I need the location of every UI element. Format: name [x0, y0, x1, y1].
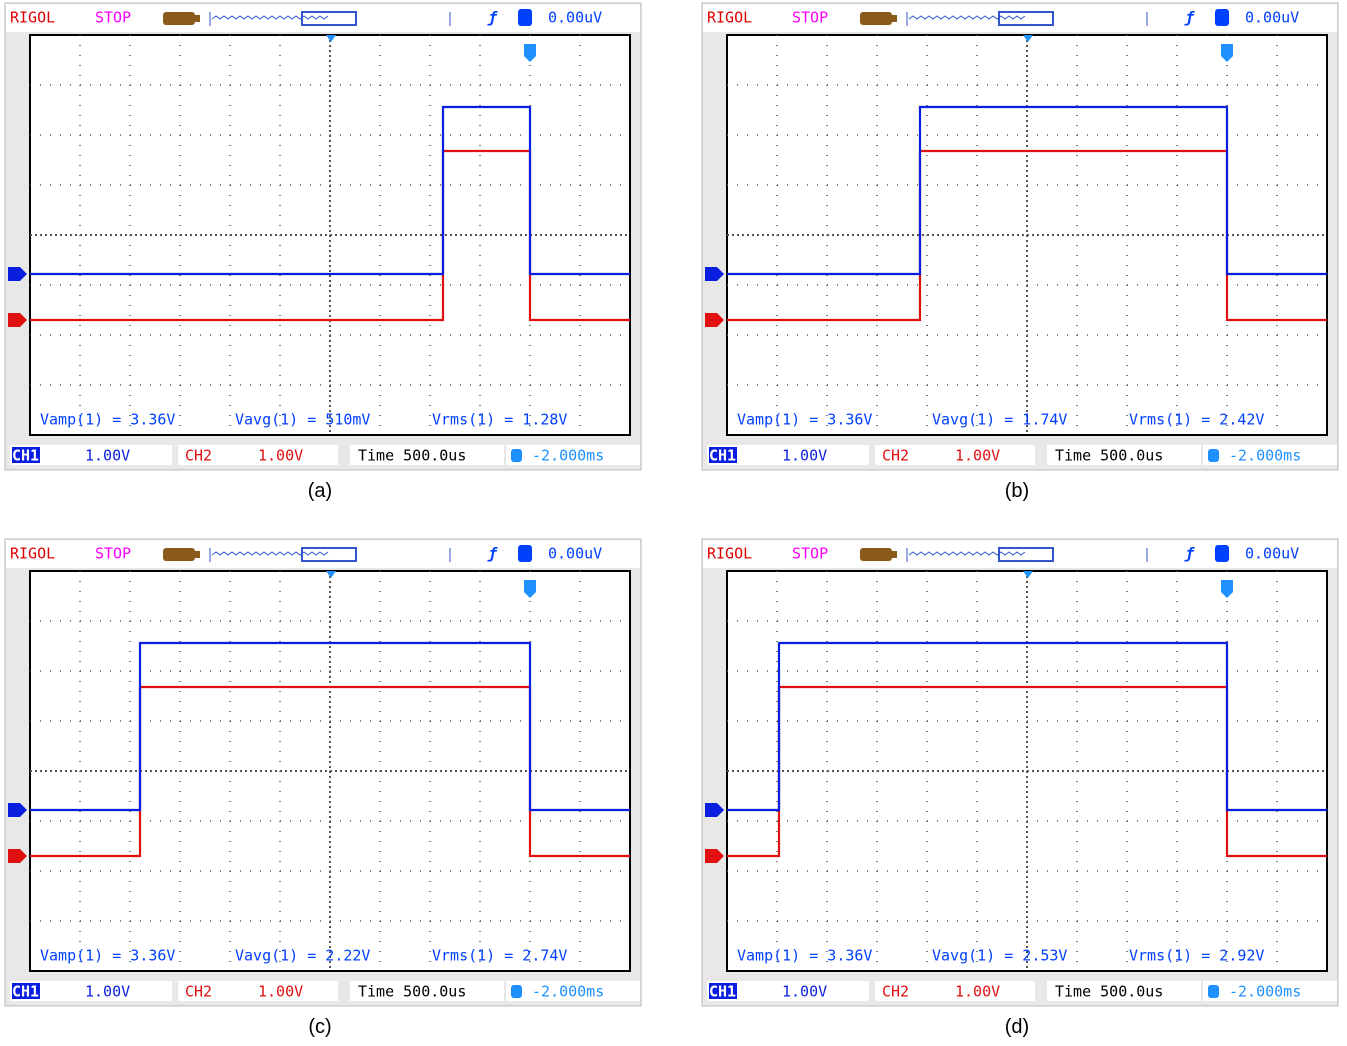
- offset-icon: [1208, 985, 1219, 998]
- trigger-source: [518, 545, 532, 562]
- measurement: Vavg(1) = 510mV: [235, 411, 370, 429]
- timebase: Time 500.0us: [1055, 447, 1163, 465]
- ch1-scale: 1.00V: [85, 447, 130, 465]
- ch1-label: CH1: [12, 983, 39, 1001]
- offset-icon: [511, 985, 522, 998]
- battery-icon: [163, 548, 195, 561]
- ch1-scale: 1.00V: [782, 983, 827, 1001]
- measurement: Vrms(1) = 2.42V: [1129, 411, 1264, 429]
- status: STOP: [792, 545, 828, 563]
- battery-tip: [892, 15, 897, 22]
- scope-screen: RIGOL STOP ƒ 0.00uV Vamp(1) = 3.36V Vavg(1) =…: [697, 0, 1342, 472]
- trigger-edge: ƒ: [487, 9, 498, 27]
- ch1-label: CH1: [12, 447, 39, 465]
- status: STOP: [95, 9, 131, 27]
- trigger-level: 0.00uV: [548, 9, 602, 27]
- offset: -2.000ms: [1229, 447, 1301, 465]
- status: STOP: [95, 545, 131, 563]
- caption: (a): [0, 480, 640, 503]
- caption: (b): [697, 480, 1337, 503]
- brand: RIGOL: [10, 545, 55, 563]
- battery-tip: [195, 551, 200, 558]
- figure: RIGOL STOP ƒ 0.00uV Vamp(1) = 3.36V Vavg(1) =…: [0, 0, 1347, 1046]
- measurement: Vrms(1) = 2.92V: [1129, 947, 1264, 965]
- timebase: Time 500.0us: [358, 983, 466, 1001]
- measurement: Vavg(1) = 2.53V: [932, 947, 1067, 965]
- caption: (d): [697, 1016, 1337, 1039]
- offset: -2.000ms: [1229, 983, 1301, 1001]
- battery-tip: [892, 551, 897, 558]
- offset-icon: [511, 449, 522, 462]
- measurement: Vamp(1) = 3.36V: [40, 947, 175, 965]
- trigger-source: [518, 9, 532, 26]
- ch1-scale: 1.00V: [85, 983, 130, 1001]
- trigger-source: [1215, 9, 1229, 26]
- ch2-scale: 1.00V: [258, 447, 303, 465]
- trigger-edge: ƒ: [1184, 9, 1195, 27]
- trigger-level: 0.00uV: [1245, 9, 1299, 27]
- trigger-level: 0.00uV: [1245, 545, 1299, 563]
- ch1-label: CH1: [709, 447, 736, 465]
- trigger-edge: ƒ: [1184, 545, 1195, 563]
- brand: RIGOL: [707, 545, 752, 563]
- offset: -2.000ms: [532, 447, 604, 465]
- ch1-scale: 1.00V: [782, 447, 827, 465]
- scope-screen: RIGOL STOP ƒ 0.00uV Vamp(1) = 3.36V Vavg(1) =…: [697, 536, 1342, 1008]
- measurement: Vavg(1) = 2.22V: [235, 947, 370, 965]
- caption: (c): [0, 1016, 640, 1039]
- measurement: Vrms(1) = 1.28V: [432, 411, 567, 429]
- ch2-scale: 1.00V: [955, 983, 1000, 1001]
- brand: RIGOL: [707, 9, 752, 27]
- battery-icon: [163, 12, 195, 25]
- battery-icon: [860, 548, 892, 561]
- ch2-label: CH2: [882, 447, 909, 465]
- battery-icon: [860, 12, 892, 25]
- ch2-scale: 1.00V: [258, 983, 303, 1001]
- trigger-source: [1215, 545, 1229, 562]
- measurement: Vamp(1) = 3.36V: [737, 411, 872, 429]
- ch2-scale: 1.00V: [955, 447, 1000, 465]
- trigger-level: 0.00uV: [548, 545, 602, 563]
- measurement: Vrms(1) = 2.74V: [432, 947, 567, 965]
- scope-screen: RIGOL STOP ƒ 0.00uV Vamp(1) = 3.36V Vavg(1) =…: [0, 0, 645, 472]
- timebase: Time 500.0us: [1055, 983, 1163, 1001]
- ch2-label: CH2: [185, 983, 212, 1001]
- trigger-edge: ƒ: [487, 545, 498, 563]
- ch2-label: CH2: [882, 983, 909, 1001]
- offset: -2.000ms: [532, 983, 604, 1001]
- measurement: Vavg(1) = 1.74V: [932, 411, 1067, 429]
- timebase: Time 500.0us: [358, 447, 466, 465]
- ch1-label: CH1: [709, 983, 736, 1001]
- offset-icon: [1208, 449, 1219, 462]
- measurement: Vamp(1) = 3.36V: [737, 947, 872, 965]
- scope-screen: RIGOL STOP ƒ 0.00uV Vamp(1) = 3.36V Vavg(1) =…: [0, 536, 645, 1008]
- battery-tip: [195, 15, 200, 22]
- brand: RIGOL: [10, 9, 55, 27]
- measurement: Vamp(1) = 3.36V: [40, 411, 175, 429]
- status: STOP: [792, 9, 828, 27]
- ch2-label: CH2: [185, 447, 212, 465]
